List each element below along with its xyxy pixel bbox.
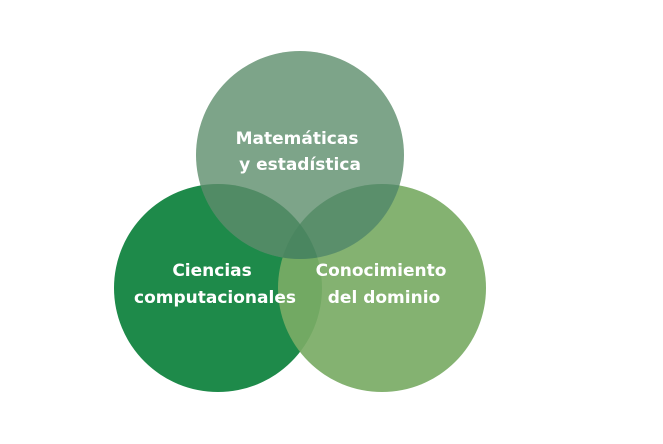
- label-mathematics: Matemáticas y estadística: [236, 129, 365, 175]
- label-mathematics-line-1: Matemáticas: [236, 129, 359, 149]
- label-mathematics-line-2: y estadística: [239, 155, 361, 175]
- label-domain-knowledge: Conocimiento del dominio: [316, 261, 453, 308]
- overlap-top-right: [278, 184, 404, 259]
- overlap-top-left: [196, 184, 322, 259]
- label-computer-science: Ciencias computacionales: [134, 261, 296, 308]
- label-computer-science-line-2: computacionales: [134, 288, 296, 308]
- label-computer-science-line-1: Ciencias: [172, 261, 251, 281]
- label-domain-knowledge-line-1: Conocimiento: [316, 261, 447, 281]
- label-domain-knowledge-line-2: del dominio: [328, 288, 440, 308]
